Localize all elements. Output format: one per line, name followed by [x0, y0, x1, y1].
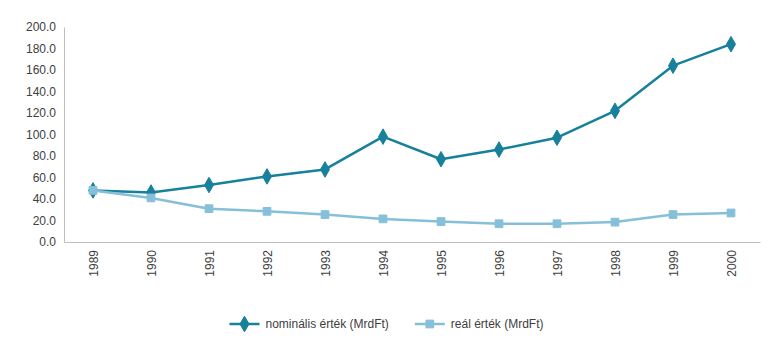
x-tick: 1999 — [667, 242, 681, 277]
series-marker — [727, 209, 735, 217]
x-tick: 1991 — [203, 242, 217, 277]
series-marker — [669, 211, 677, 219]
x-tick: 1990 — [145, 242, 159, 277]
series-marker — [437, 151, 446, 167]
x-axis: 1989 1990 1991 1992 1993 1994 1995 1996 1997 1998… — [65, 242, 761, 277]
series-marker — [437, 218, 445, 226]
series-marker — [89, 187, 97, 195]
y-tick: 100.0 — [26, 128, 64, 142]
series-marker — [553, 220, 561, 228]
series-marker — [611, 218, 619, 226]
series-marker — [321, 211, 329, 219]
y-tick: 160.0 — [26, 63, 64, 77]
legend-item: nominális érték (MrdFt) — [229, 316, 388, 332]
series-marker — [379, 215, 387, 223]
x-tick-label: 2000 — [725, 250, 739, 277]
series-marker — [321, 162, 330, 178]
y-tick-label: 40.0 — [33, 192, 57, 206]
series-marker — [205, 205, 213, 213]
x-tick: 1992 — [261, 242, 275, 277]
legend-label: reál érték (MrdFt) — [451, 317, 544, 331]
y-tick-label: 60.0 — [33, 171, 57, 185]
series-marker — [147, 194, 155, 202]
y-tick: 60.0 — [33, 171, 64, 185]
series-marker — [495, 142, 504, 158]
x-tick-label: 1996 — [493, 250, 507, 277]
x-tick: 1994 — [377, 242, 391, 277]
x-axis-line — [65, 242, 761, 243]
x-tick-label: 1989 — [87, 250, 101, 277]
plot-area — [89, 36, 736, 227]
x-tick-label: 1994 — [377, 250, 391, 277]
y-tick: 80.0 — [33, 149, 64, 163]
y-tick: 200.0 — [26, 20, 64, 34]
y-tick-label: 120.0 — [26, 106, 56, 120]
series-marker — [727, 36, 736, 52]
y-axis: 0.0 20.0 40.0 60.0 80.0 100.0 120.0 140.0 160.0 1… — [26, 20, 65, 249]
series-marker — [611, 103, 620, 119]
y-tick-label: 160.0 — [26, 63, 56, 77]
legend-item: reál érték (MrdFt) — [415, 317, 544, 331]
x-tick: 1997 — [551, 242, 565, 277]
x-tick: 1989 — [87, 242, 101, 277]
x-tick: 1998 — [609, 242, 623, 277]
y-tick-label: 140.0 — [26, 85, 56, 99]
y-tick-label: 100.0 — [26, 128, 56, 142]
x-tick-label: 1991 — [203, 250, 217, 277]
series-marker — [205, 177, 214, 193]
y-tick: 140.0 — [26, 85, 64, 99]
legend-label: nominális érték (MrdFt) — [265, 317, 388, 331]
x-tick-label: 1993 — [319, 250, 333, 277]
series-line — [93, 44, 731, 192]
x-tick: 2000 — [725, 242, 739, 277]
x-tick-label: 1997 — [551, 250, 565, 277]
y-tick-label: 180.0 — [26, 42, 56, 56]
x-tick-label: 1992 — [261, 250, 275, 277]
series-marker — [89, 183, 98, 199]
series — [89, 187, 735, 228]
series-marker — [379, 129, 388, 145]
legend-swatch-marker — [240, 316, 249, 332]
x-tick: 1993 — [319, 242, 333, 277]
x-tick: 1996 — [493, 242, 507, 277]
series-marker — [495, 220, 503, 228]
y-tick-label: 20.0 — [33, 214, 57, 228]
y-tick-label: 80.0 — [33, 149, 57, 163]
y-tick-label: 200.0 — [26, 20, 56, 34]
legend-swatch-marker — [426, 320, 434, 328]
series-marker — [263, 169, 272, 185]
x-tick-label: 1998 — [609, 250, 623, 277]
y-tick: 0.0 — [39, 235, 64, 249]
series-marker — [553, 130, 562, 146]
series-line — [93, 190, 731, 223]
series — [89, 36, 736, 200]
y-tick-label: 0.0 — [39, 235, 56, 249]
chart: 0.0 20.0 40.0 60.0 80.0 100.0 120.0 140.0 160.0 1… — [0, 0, 773, 339]
y-axis-line — [64, 28, 65, 243]
x-tick-label: 1995 — [435, 250, 449, 277]
series-marker — [669, 58, 678, 74]
x-tick-label: 1999 — [667, 250, 681, 277]
legend: nominális érték (MrdFt) reál érték (MrdFt… — [229, 316, 543, 332]
y-tick: 120.0 — [26, 106, 64, 120]
y-tick: 40.0 — [33, 192, 64, 206]
y-tick: 20.0 — [33, 214, 64, 228]
x-tick-label: 1990 — [145, 250, 159, 277]
y-tick: 180.0 — [26, 42, 64, 56]
x-tick: 1995 — [435, 242, 449, 277]
series-marker — [263, 207, 271, 215]
